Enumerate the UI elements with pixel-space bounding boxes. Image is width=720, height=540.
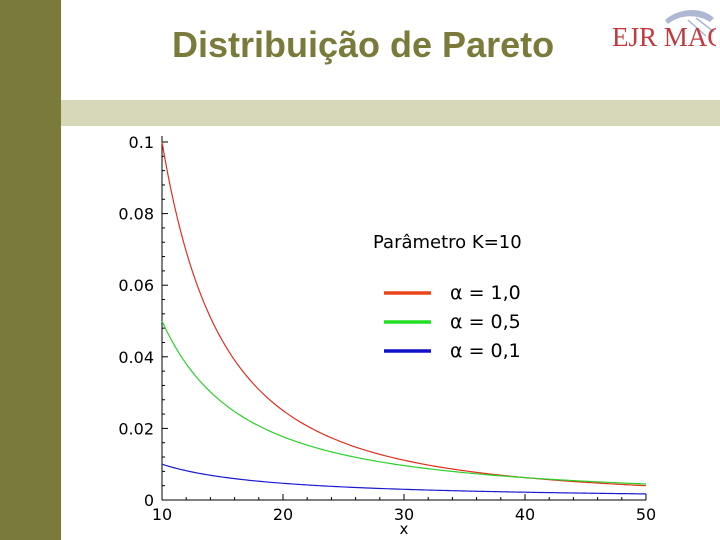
title-underline-band xyxy=(61,100,720,126)
slide-sidebar xyxy=(0,0,61,540)
legend-title: Parâmetro K=10 xyxy=(373,232,522,253)
chart-legend: Parâmetro K=10 α = 1,0 α = 0,5 α = 0,1 xyxy=(373,232,522,362)
y-tick-label: 0 xyxy=(144,491,154,510)
y-tick-label: 0.1 xyxy=(129,133,154,152)
logo-text: EJR MAC xyxy=(612,22,716,52)
y-tick-label: 0.02 xyxy=(118,419,154,438)
x-tick-label: 20 xyxy=(273,505,293,524)
y-tick-label: 0.06 xyxy=(118,276,154,295)
x-tick-label: 30 xyxy=(394,505,414,524)
x-axis-label: x xyxy=(400,520,409,538)
x-tick-label: 10 xyxy=(152,505,172,524)
pareto-chart: 0 0.02 0.04 0.06 0.08 0.1 10 20 30 40 50 x Parâmetr… xyxy=(118,133,656,538)
x-tick-label: 40 xyxy=(515,505,535,524)
y-tick-label: 0.04 xyxy=(118,348,154,367)
chart-axes: 0 0.02 0.04 0.06 0.08 0.1 10 20 30 40 50 x xyxy=(118,133,656,538)
y-tick-label: 0.08 xyxy=(118,205,154,224)
slide-title: Distribuição de Pareto xyxy=(172,24,555,65)
chart-series xyxy=(161,141,647,495)
logo-mark-icon: EJR MAC xyxy=(612,9,720,52)
legend-label: α = 0,1 xyxy=(450,340,521,362)
series-line xyxy=(161,320,647,485)
x-tick-label: 50 xyxy=(636,505,656,524)
legend-label: α = 1,0 xyxy=(450,282,521,304)
legend-label: α = 0,5 xyxy=(450,311,521,333)
ejr-mac-logo: EJR MAC xyxy=(610,6,720,56)
series-line xyxy=(161,463,647,495)
series-line xyxy=(161,141,647,487)
